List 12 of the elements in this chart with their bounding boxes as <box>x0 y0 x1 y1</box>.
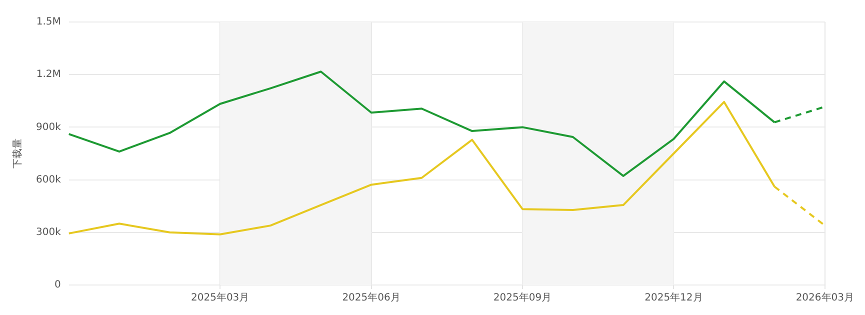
y-tick-label: 900k <box>36 122 62 133</box>
x-tick-label: 2025年06月 <box>342 292 400 304</box>
y-tick-label: 1.5M <box>36 16 61 28</box>
y-axis-title: 下载量 <box>12 138 24 168</box>
y-tick-label: 600k <box>36 174 62 186</box>
y-tick-label: 300k <box>36 226 62 238</box>
x-tick-label: 2026年03月 <box>796 292 854 304</box>
y-tick-label: 1.2M <box>36 69 61 80</box>
x-tick-label: 2025年09月 <box>493 292 552 304</box>
x-tick-label: 2025年03月 <box>190 292 250 304</box>
x-tick-label: 2025年12月 <box>644 292 703 304</box>
y-tick-label: 0 <box>54 280 61 291</box>
